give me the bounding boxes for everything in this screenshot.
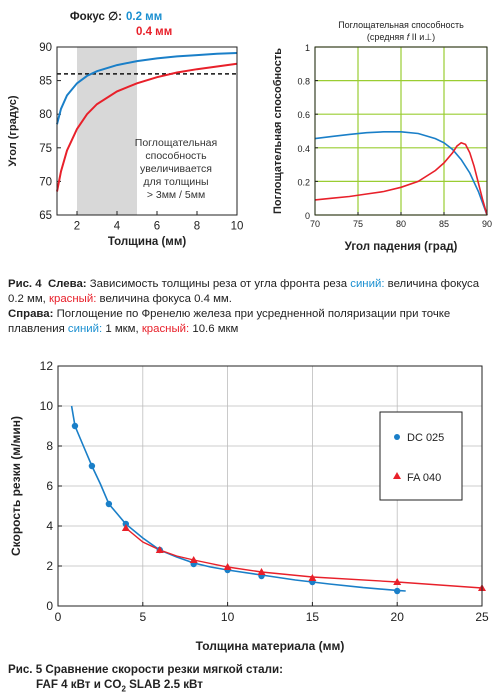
legend-box [379, 411, 463, 501]
chart-title-line2: (средняя f II и⊥) [367, 32, 435, 42]
x-axis-label: Толщина материала (мм) [196, 639, 345, 653]
legend-marker-dc025 [394, 434, 400, 440]
caption-line-1: Рис. 5 Сравнение скорости резки мягкой с… [8, 663, 283, 676]
data-point-fa040 [121, 524, 130, 531]
data-point-fa040 [308, 574, 317, 581]
y-tick-label: 10 [40, 399, 54, 413]
data-point-fa040 [393, 578, 402, 585]
x-tick-label: 4 [114, 221, 121, 233]
y-tick-label: 2 [46, 559, 53, 573]
x-axis-label: Угол падения (град) [345, 241, 458, 253]
x-tick-label: 2 [74, 221, 80, 233]
series-line-0-4mm [56, 62, 238, 192]
x-ticks: 70 75 80 85 90 [310, 212, 492, 229]
data-point-fa040 [189, 556, 198, 563]
y-tick-label: 4 [46, 519, 53, 533]
x-tick-label: 5 [139, 610, 146, 624]
y-tick-label: 80 [39, 109, 52, 121]
y-tick-label: 0.2 [297, 177, 310, 187]
caption-left: Рис. 4 Слева: Зависимость толщины реза о… [8, 278, 480, 305]
data-point-fa040 [155, 546, 164, 553]
data-point-dc025 [88, 462, 96, 470]
data-point-fa040 [223, 563, 232, 570]
series-curve-fa040 [125, 527, 483, 589]
y-tick-label: 12 [40, 359, 54, 373]
legend-title: Фокус ∅: [70, 11, 122, 23]
y-tick-label: 85 [39, 76, 52, 88]
y-tick-label: 75 [39, 143, 52, 155]
x-tick-label: 10 [221, 610, 235, 624]
data-point-dc025 [394, 587, 401, 595]
annotation-line: для толщины [143, 176, 208, 188]
y-tick-label: 90 [39, 42, 52, 54]
y-tick-label: 6 [46, 479, 53, 493]
figure-5-caption: Рис. 5 Сравнение скорости резки мягкой с… [8, 662, 494, 696]
data-point-dc025 [105, 500, 113, 508]
y-tick-label: 1 [305, 43, 310, 53]
x-tick-label: 85 [439, 219, 449, 229]
y-tick-label: 0.6 [297, 110, 310, 120]
chart-thickness-angle: 65 70 75 80 85 90 2 4 6 8 10 Поглощательнаяспособ… [7, 11, 243, 248]
chart-cutting-speed: 0 2 4 6 8 10 12 0 5 10 15 20 25 Толщина материала (… [9, 359, 489, 653]
x-tick-label: 90 [482, 219, 492, 229]
x-axis-label: Толщина (мм) [108, 236, 186, 248]
series-line-0-2mm [56, 52, 238, 125]
annotation-line: способность [145, 150, 207, 162]
y-tick-label: 70 [39, 176, 52, 188]
y-tick-label: 0.4 [297, 144, 310, 154]
x-tick-label: 20 [391, 610, 405, 624]
legend-entry-0-2mm: 0.2 мм [126, 11, 162, 23]
annotation-line: Поглощательная [135, 137, 217, 149]
x-tick-label: 70 [310, 219, 320, 229]
y-axis-label: Скорость резки (м/мин) [9, 416, 23, 556]
series-points-fa040 [121, 524, 486, 591]
x-tick-label: 25 [475, 610, 489, 624]
x-ticks: 0 5 10 15 20 25 [55, 602, 489, 624]
plot-frame [56, 46, 238, 216]
y-ticks: 0 2 4 6 8 10 12 [40, 359, 62, 613]
annotation: Поглощательнаяспособностьувеличиваетсядл… [135, 137, 217, 201]
annotation-line: увеличивается [140, 163, 212, 175]
legend-entry-0-4mm: 0.4 мм [136, 26, 172, 38]
y-tick-label: 8 [46, 439, 53, 453]
y-tick-label: 0 [46, 599, 53, 613]
legend: Фокус ∅: 0.2 мм 0.4 мм [70, 11, 172, 38]
y-tick-label: 0 [305, 211, 310, 221]
y-tick-label: 65 [39, 210, 52, 222]
series-line-10-6um [314, 141, 488, 216]
chart-title-line1: Поглощательная способность [338, 20, 464, 30]
chart-absorptivity: 0 0.2 0.4 0.6 0.8 1 70 75 80 85 90 Поглощательная… [272, 20, 492, 253]
legend-entry-dc025: DC 025 [407, 432, 444, 444]
shaded-region [77, 47, 137, 215]
caption-right: Справа: Поглощение по Френелю железа при… [8, 308, 451, 335]
x-tick-label: 0 [55, 610, 62, 624]
y-axis-label: Поглощательная способность [272, 48, 284, 214]
y-axis-label: Угол (градус) [7, 95, 19, 167]
figure-4-caption: Рис. 4 Слева: Зависимость толщины реза о… [8, 277, 494, 337]
y-tick-label: 0.8 [297, 77, 310, 87]
x-tick-label: 8 [194, 221, 200, 233]
caption-line-2: FAF 4 кВт и CO2 SLAB 2.5 кВт [36, 678, 203, 694]
data-point-fa040 [257, 568, 266, 575]
x-tick-label: 15 [306, 610, 320, 624]
annotation-line: > 3мм / 5мм [147, 189, 205, 201]
x-tick-label: 6 [154, 221, 160, 233]
y-ticks: 65 70 75 80 85 90 [39, 42, 61, 222]
x-tick-label: 10 [231, 221, 244, 233]
diameter-icon: ∅ [108, 11, 118, 23]
x-tick-label: 80 [396, 219, 406, 229]
legend: DC 025 FA 040 [379, 411, 463, 501]
data-point-dc025 [71, 422, 79, 430]
series-line-1um [314, 131, 488, 216]
legend-entry-fa040: FA 040 [407, 472, 441, 484]
legend-marker-fa040 [393, 472, 401, 479]
x-tick-label: 75 [353, 219, 363, 229]
series-curve-dc025 [70, 405, 406, 592]
x-ticks: 2 4 6 8 10 [74, 211, 244, 233]
